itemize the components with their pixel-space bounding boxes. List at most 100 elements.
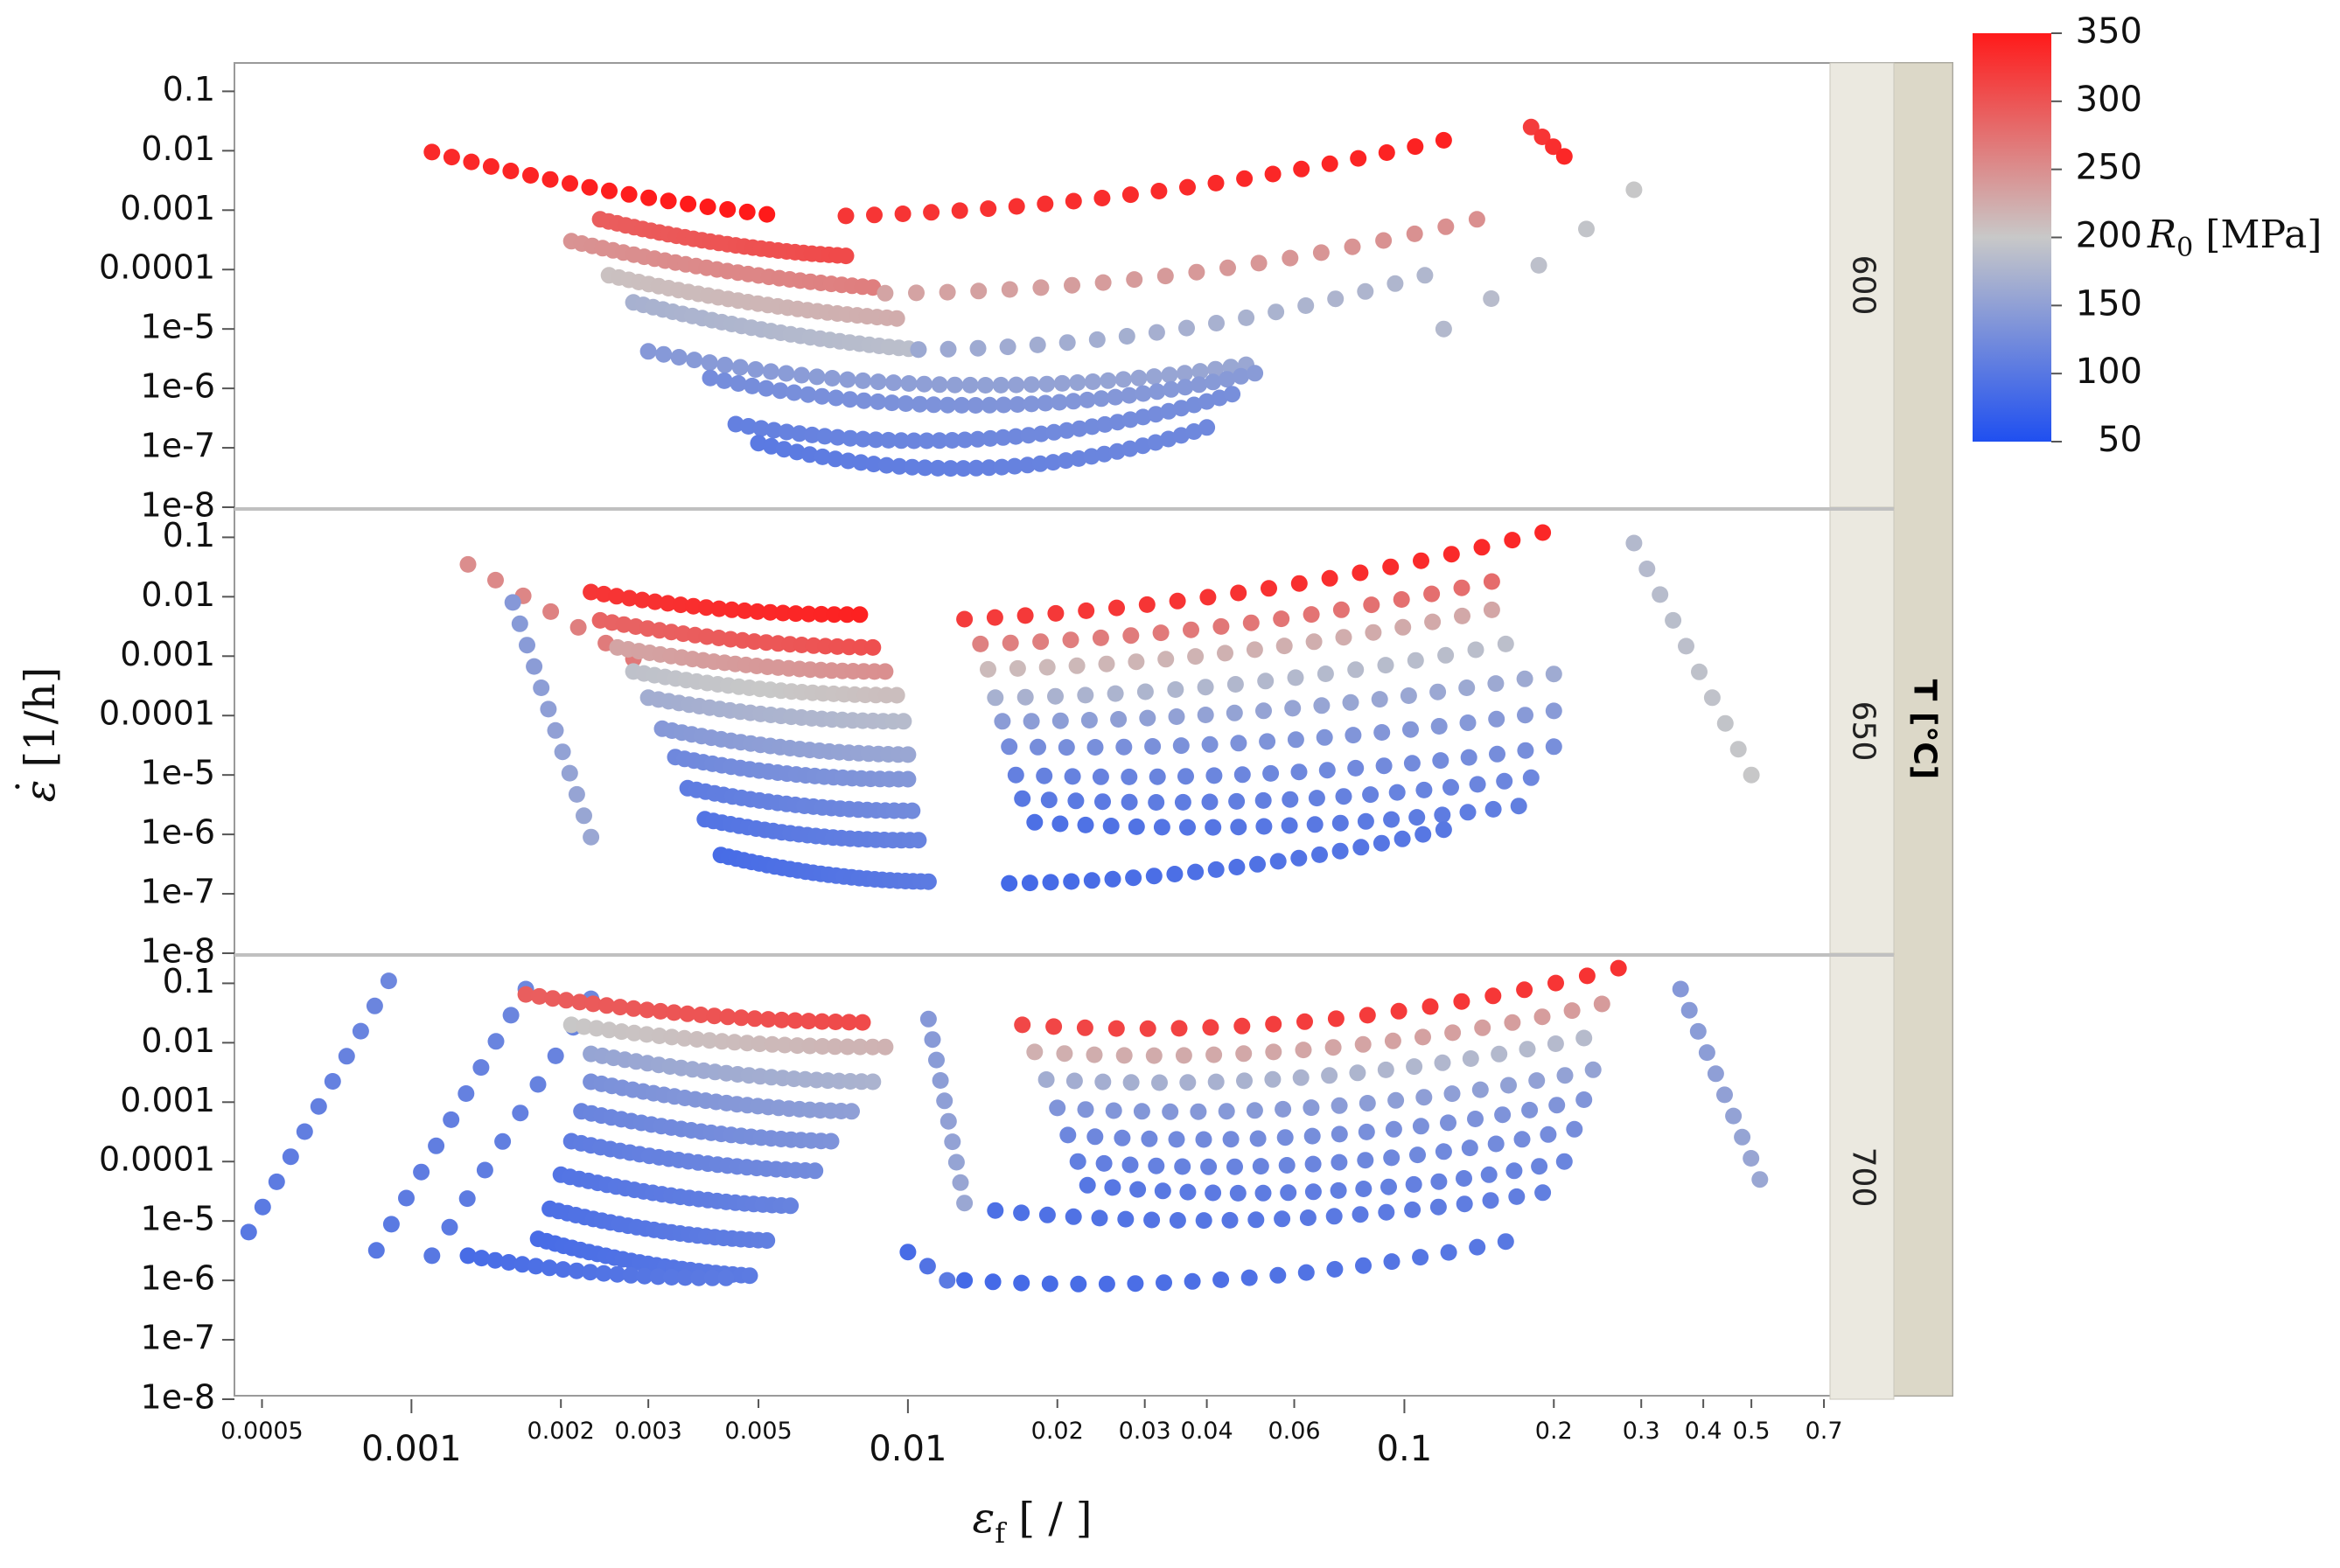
data-point: [463, 153, 480, 171]
data-point: [1496, 772, 1513, 790]
data-point: [1115, 738, 1133, 756]
data-point: [1098, 655, 1115, 672]
data-point: [649, 1268, 667, 1286]
data-point: [1437, 218, 1455, 235]
data-point: [1198, 393, 1215, 410]
data-point: [500, 1254, 518, 1271]
data-point: [1070, 449, 1087, 467]
data-point: [884, 394, 901, 412]
data-point: [1405, 1175, 1422, 1193]
data-point: [1170, 1020, 1188, 1037]
data-point: [1228, 859, 1246, 875]
x-minor-tick-label: 0.3: [1623, 1418, 1660, 1445]
data-point: [1008, 376, 1025, 394]
data-point: [1421, 998, 1439, 1015]
data-point: [1032, 279, 1050, 296]
data-point: [1255, 702, 1272, 720]
data-point: [423, 1247, 441, 1265]
facet-panel-650: 650 0.1 0.01 0.001 0.0001 1e-5 1e-6 1e-7 1e-8: [99, 507, 1895, 971]
y-tick-label: 1e-6: [141, 367, 215, 406]
data-point: [1373, 724, 1391, 741]
data-point: [1352, 1206, 1369, 1223]
data-point: [1063, 873, 1080, 890]
data-point: [1121, 411, 1139, 429]
data-point: [1058, 452, 1074, 470]
data-point: [993, 458, 1010, 476]
data-point: [541, 1259, 558, 1277]
data-point: [1001, 281, 1018, 298]
data-point: [865, 456, 883, 473]
data-point: [1205, 1184, 1222, 1202]
data-point: [554, 743, 571, 761]
data-point: [1236, 170, 1254, 187]
data-point: [1725, 1107, 1743, 1125]
data-point: [1435, 320, 1452, 338]
data-point: [1533, 129, 1551, 145]
data-point: [1415, 1089, 1433, 1106]
data-point: [765, 422, 783, 439]
data-point: [1147, 434, 1164, 451]
data-point: [1156, 268, 1174, 285]
data-point: [663, 1028, 681, 1046]
data-point: [476, 1161, 493, 1179]
data-point: [1350, 150, 1367, 167]
data-point: [1517, 707, 1533, 724]
data-point: [1197, 679, 1214, 696]
facet-strip-700: [1829, 954, 1895, 1400]
data-point: [1357, 812, 1374, 830]
data-point: [769, 635, 786, 652]
data-point: [1321, 1067, 1338, 1084]
data-point: [1071, 420, 1088, 437]
data-point: [786, 1012, 804, 1029]
data-point: [1190, 1103, 1207, 1120]
data-point: [823, 370, 841, 387]
data-point: [1296, 1013, 1313, 1030]
data-point: [1195, 1212, 1212, 1230]
data-point: [1435, 1143, 1452, 1160]
data-point: [1108, 599, 1125, 617]
data-point: [598, 997, 615, 1014]
data-point: [916, 375, 933, 393]
data-point: [398, 1189, 415, 1207]
data-point: [1545, 738, 1562, 756]
data-point: [829, 429, 846, 446]
y-tick-label: 0.001: [120, 635, 215, 673]
data-point: [1104, 1179, 1121, 1196]
data-point: [1141, 1130, 1158, 1147]
data-point: [827, 450, 844, 468]
y-tick-label: 0.1: [163, 516, 215, 554]
data-point: [1185, 423, 1203, 440]
data-point: [527, 1258, 545, 1275]
data-point: [1331, 1125, 1348, 1143]
data-point: [1030, 738, 1046, 756]
data-point: [827, 1014, 844, 1030]
data-point: [800, 1013, 817, 1030]
data-point: [699, 199, 716, 215]
data-point: [701, 354, 718, 372]
data-point: [660, 192, 677, 210]
data-point: [817, 638, 835, 655]
data-point: [749, 603, 766, 620]
x-minor-tick-label: 0.03: [1119, 1418, 1171, 1445]
data-point: [1533, 1008, 1551, 1026]
data-point: [1444, 1024, 1462, 1042]
data-point: [731, 359, 749, 376]
data-point: [1349, 1064, 1366, 1082]
data-point: [956, 1272, 974, 1289]
data-point: [878, 456, 895, 474]
data-point: [1545, 666, 1562, 683]
data-point: [1051, 815, 1069, 833]
data-point: [1138, 596, 1156, 613]
data-point: [1086, 1046, 1103, 1063]
data-point: [995, 429, 1012, 446]
y-tick-label: 0.0001: [99, 694, 215, 733]
data-point: [1331, 814, 1349, 832]
data-point: [600, 1021, 618, 1039]
data-point: [601, 182, 618, 199]
data-point: [1179, 819, 1196, 836]
data-point: [1096, 415, 1114, 433]
data-point: [652, 1002, 669, 1020]
data-point: [1006, 457, 1023, 475]
data-point: [1026, 813, 1044, 831]
data-point: [1480, 1166, 1498, 1183]
